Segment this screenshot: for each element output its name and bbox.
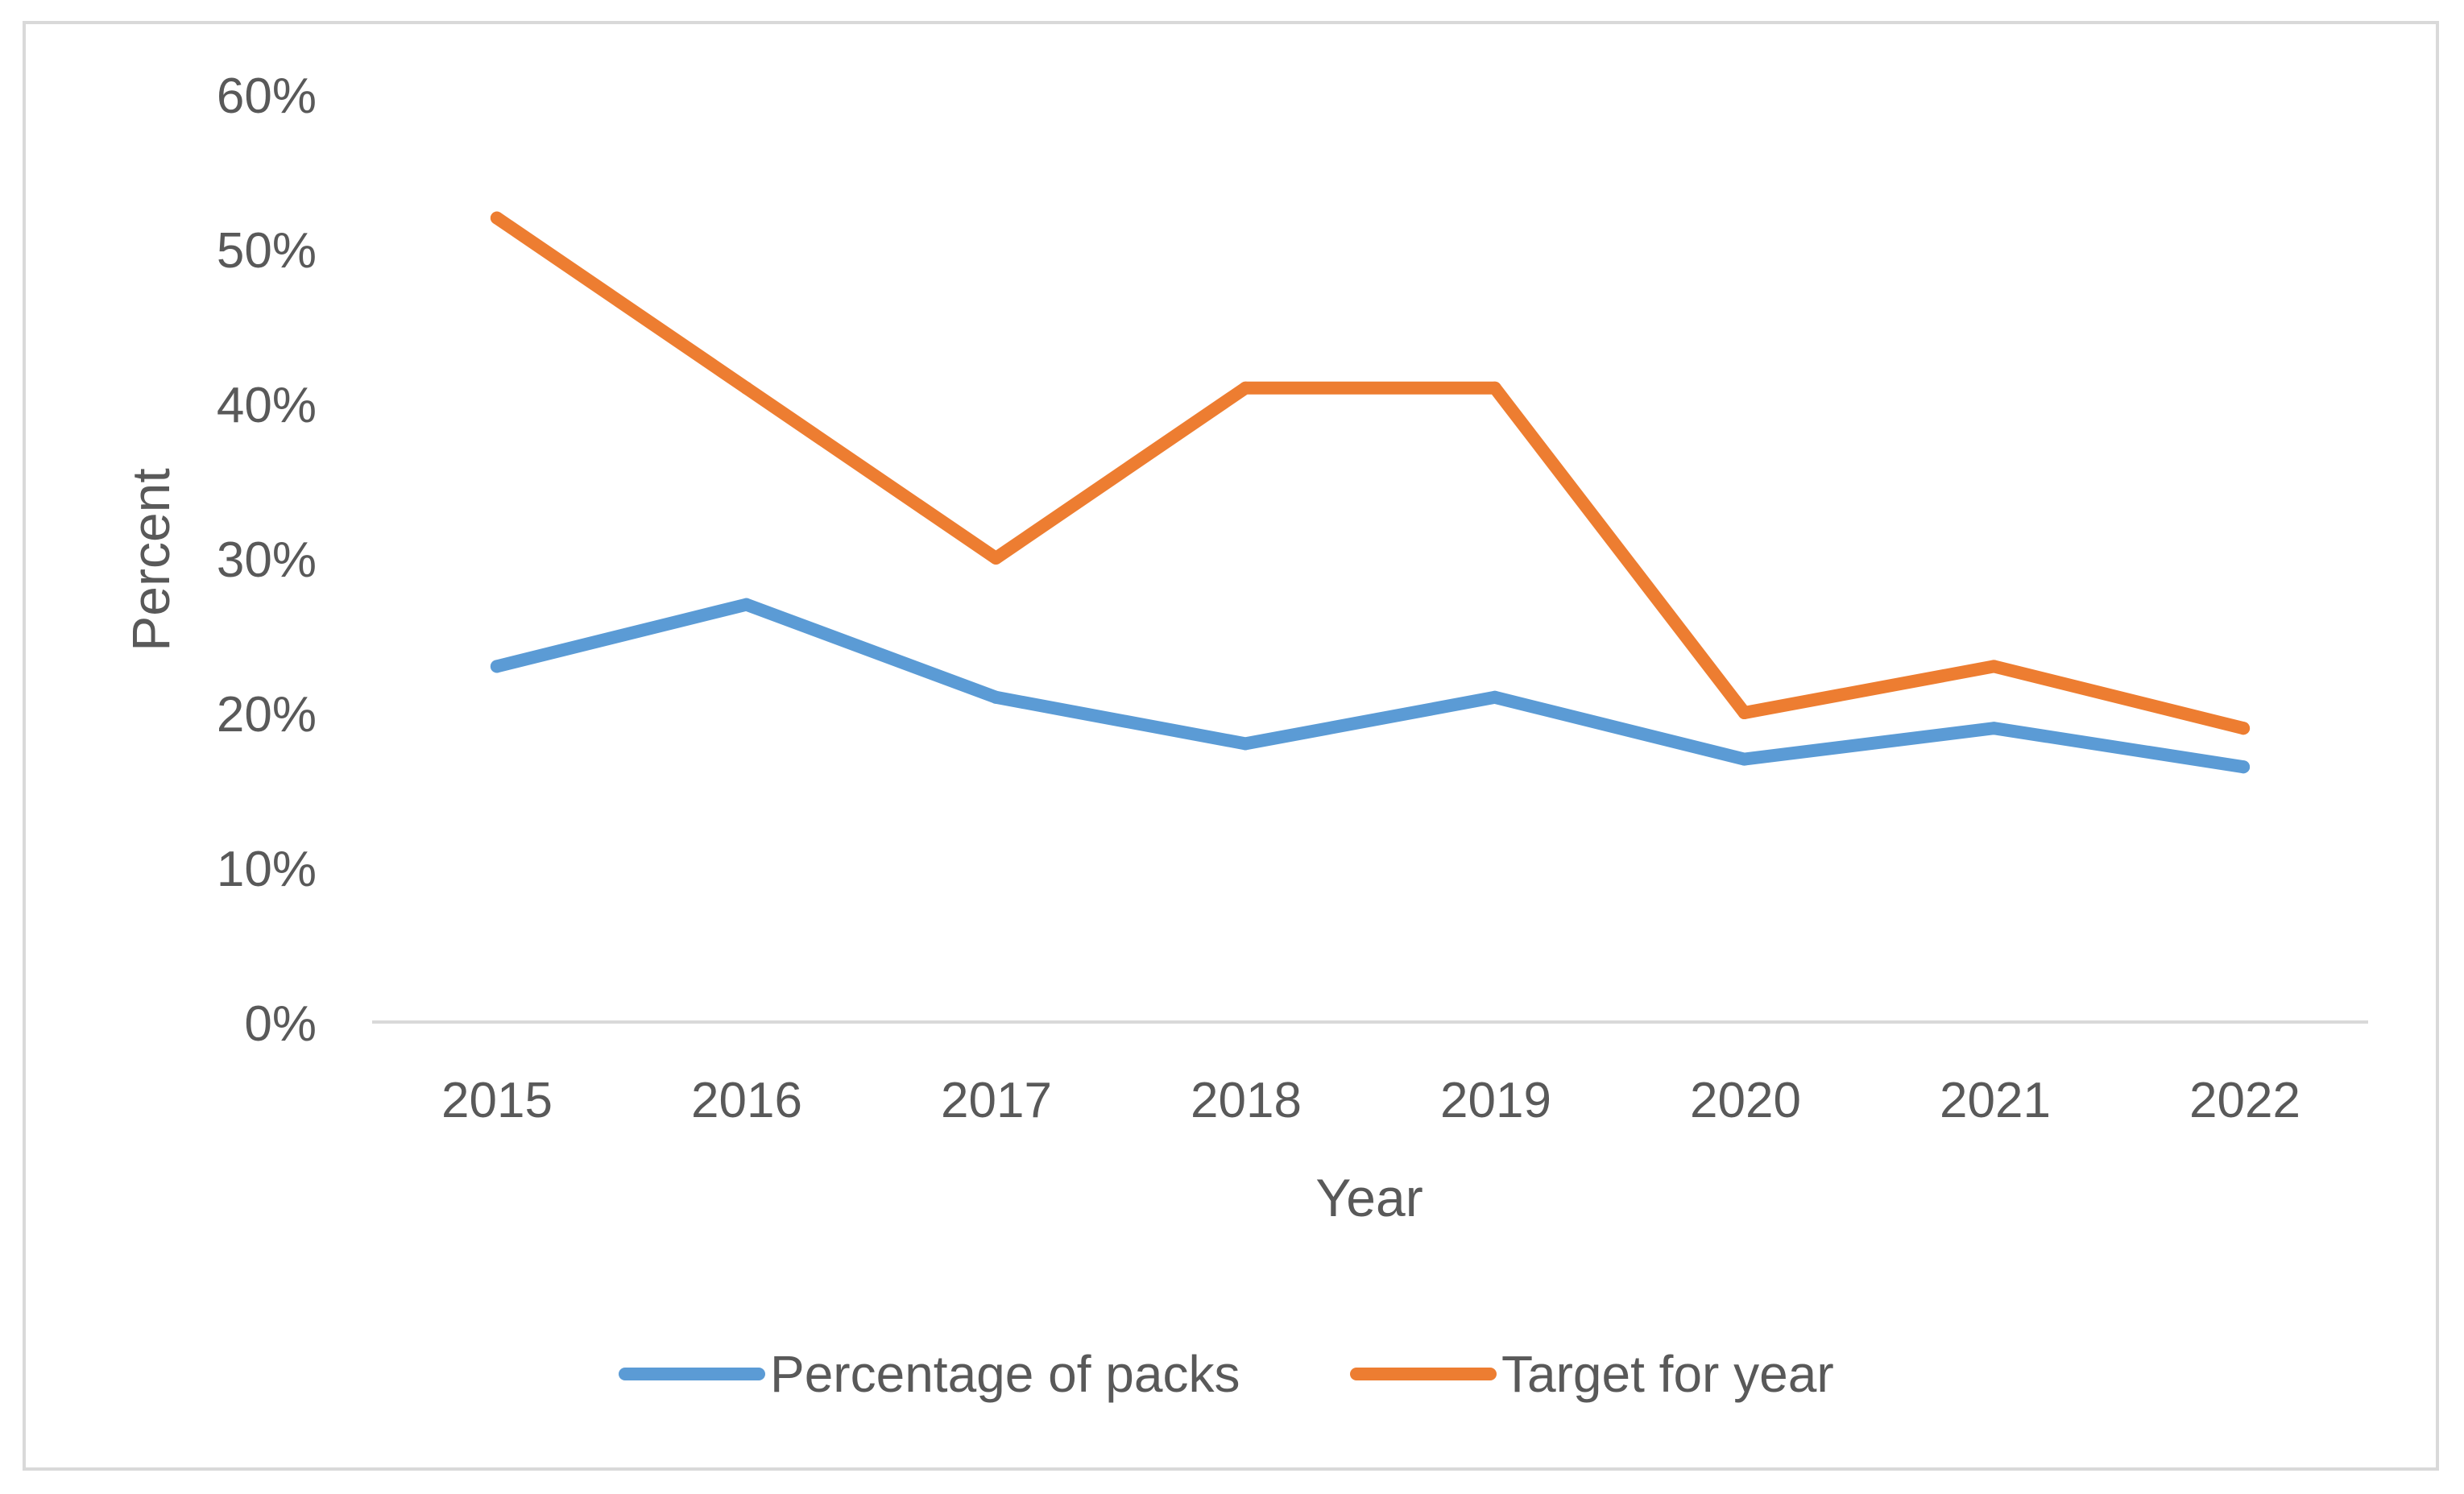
x-tick-label: 2017 [941, 1073, 1052, 1128]
y-tick-label: 60% [217, 68, 317, 124]
x-tick-label: 2021 [1940, 1073, 2051, 1128]
y-tick-label: 10% [217, 842, 317, 897]
legend-item-percentage-of-packs: Percentage of packs [619, 1345, 1240, 1403]
data-point-percentage-of-packs-2018 [1239, 737, 1253, 751]
series-layer [490, 211, 2251, 774]
legend-label-percentage-of-packs: Percentage of packs [770, 1345, 1240, 1403]
legend-item-target-for-year: Target for year [1350, 1345, 1834, 1403]
data-point-percentage-of-packs-2019 [1488, 690, 1501, 704]
data-point-target-for-year-2022 [2237, 722, 2251, 735]
y-tick-label: 20% [217, 687, 317, 743]
legend-label-target-for-year: Target for year [1501, 1345, 1834, 1403]
x-tick-label: 2019 [1440, 1073, 1551, 1128]
data-point-target-for-year-2016 [739, 381, 753, 395]
y-tick-label: 50% [217, 223, 317, 279]
x-axis-title: Year [1315, 1168, 1422, 1227]
x-tick-label: 2016 [691, 1073, 802, 1128]
data-point-target-for-year-2020 [1737, 706, 1751, 719]
y-tick-label: 40% [217, 378, 317, 433]
x-tick-label: 2015 [441, 1073, 553, 1128]
data-point-percentage-of-packs-2021 [1987, 722, 2001, 735]
data-point-target-for-year-2019 [1488, 381, 1501, 395]
data-point-percentage-of-packs-2017 [989, 690, 1003, 704]
data-point-percentage-of-packs-2022 [2237, 760, 2251, 774]
x-tick-label: 2020 [1690, 1073, 1801, 1128]
data-point-percentage-of-packs-2016 [739, 598, 753, 611]
y-tick-label: 30% [217, 532, 317, 588]
data-point-target-for-year-2018 [1239, 381, 1253, 395]
x-tick-label: 2022 [2189, 1073, 2300, 1128]
data-point-percentage-of-packs-2015 [490, 660, 503, 673]
series-line-target-for-year [490, 211, 2251, 735]
legend: Percentage of packs Target for year [619, 1345, 1834, 1403]
data-point-target-for-year-2015 [490, 211, 503, 225]
data-point-target-for-year-2017 [989, 552, 1003, 565]
x-tick-label: 2018 [1191, 1073, 1302, 1128]
data-point-target-for-year-2021 [1987, 660, 2001, 673]
data-point-percentage-of-packs-2020 [1737, 752, 1751, 766]
y-axis-title: Percent [121, 468, 180, 651]
y-tick-label: 0% [244, 996, 317, 1052]
series-line-percentage-of-packs [490, 598, 2251, 774]
y-axis-ticks: 0% 10% 20% 30% 40% 50% 60% [217, 68, 317, 1052]
x-axis-ticks: 2015 2016 2017 2018 2019 2020 2021 2022 [441, 1073, 2300, 1128]
